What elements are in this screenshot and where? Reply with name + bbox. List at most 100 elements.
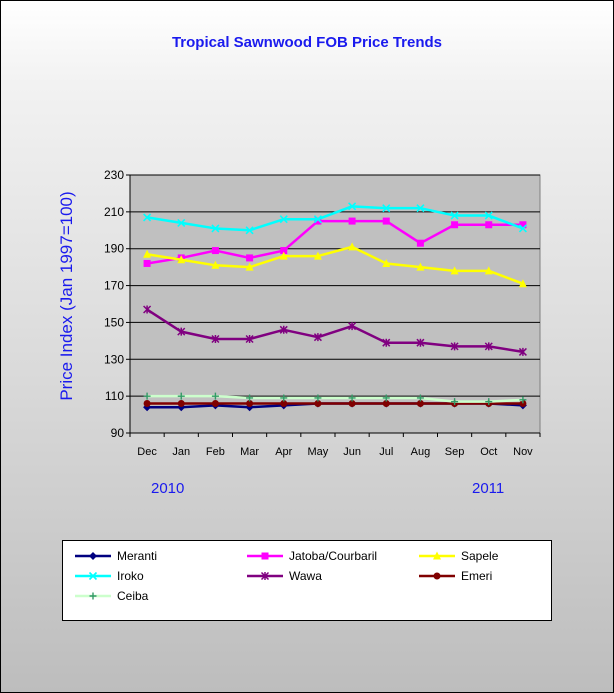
data-point-iroko [450, 211, 459, 220]
legend-label-wawa: Wawa [289, 569, 322, 583]
data-point-iroko [416, 204, 425, 213]
data-point-sapele [177, 255, 186, 264]
data-point-jatoba-courbaril [519, 221, 527, 229]
y-tick-label-110: 110 [105, 389, 124, 403]
data-point-sapele [518, 279, 527, 288]
data-point-wawa [245, 334, 254, 344]
data-point-ceiba [177, 392, 185, 400]
data-point-ceiba [382, 394, 390, 402]
legend-marker-wawa [260, 571, 270, 581]
data-point-emeri [314, 400, 322, 408]
legend-marker-emeri [433, 572, 441, 580]
legend-swatch-iroko [75, 571, 111, 581]
data-point-wawa [416, 338, 425, 347]
data-point-emeri [519, 400, 527, 408]
x-tick-label-may: May [308, 446, 329, 458]
data-point-wawa [382, 338, 391, 347]
data-point-jatoba-courbaril [382, 217, 390, 225]
x-tick-label-feb: Feb [206, 446, 225, 458]
y-tick-label-130: 130 [104, 352, 124, 366]
data-point-ceiba [519, 396, 527, 404]
data-point-ceiba [348, 394, 356, 402]
x-tick-label-mar: Mar [240, 446, 259, 458]
data-point-jatoba-courbaril [246, 254, 254, 262]
data-point-jatoba-courbaril [416, 239, 424, 247]
legend-swatch-meranti [75, 552, 111, 560]
legend-label-ceiba: Ceiba [117, 589, 149, 603]
series-line-ceiba [147, 394, 523, 403]
legend-swatch-wawa [247, 571, 283, 581]
legend-label-iroko: Iroko [117, 569, 144, 583]
data-point-ceiba [280, 394, 288, 402]
data-point-jatoba-courbaril [211, 247, 219, 255]
legend-swatch-emeri [419, 572, 455, 580]
data-point-ceiba [246, 394, 254, 402]
x-tick-label-aug: Aug [411, 446, 431, 458]
y-tick-label-90: 90 [111, 426, 125, 440]
data-point-iroko [279, 215, 288, 224]
data-point-wawa [484, 342, 493, 351]
series-wawa [143, 305, 527, 356]
legend-marker-ceiba [89, 592, 97, 600]
data-point-ceiba [314, 394, 322, 402]
data-point-iroko [313, 215, 322, 224]
data-point-iroko [518, 224, 527, 233]
series-line-wawa [146, 308, 524, 354]
legend-marker-iroko [88, 571, 98, 581]
legend-item-ceiba: Ceiba [73, 587, 148, 605]
data-point-emeri [416, 400, 424, 408]
legend-item-wawa: Wawa [245, 567, 322, 585]
x-tick-label-oct: Oct [480, 446, 497, 458]
legend-swatch-sapele [419, 551, 455, 560]
legend-item-sapele: Sapele [417, 547, 498, 565]
data-point-iroko [484, 211, 493, 220]
data-point-sapele [313, 251, 322, 260]
data-point-jatoba-courbaril [314, 217, 322, 225]
data-point-iroko [348, 202, 357, 211]
legend-marker-sapele [433, 551, 441, 560]
x-tick-label-jan: Jan [172, 446, 190, 458]
data-point-sapele [348, 242, 357, 251]
x-tick-label-jun: Jun [343, 446, 361, 458]
legend-label-meranti: Meranti [117, 549, 158, 563]
data-point-wawa [450, 342, 459, 351]
data-point-jatoba-courbaril [348, 217, 356, 225]
series-line-jatoba-courbaril [146, 219, 523, 265]
legend-marker-meranti [89, 552, 97, 560]
series-ceiba [143, 392, 527, 406]
x-tick-label-sep: Sep [445, 446, 465, 458]
data-point-wawa [348, 322, 357, 331]
data-point-iroko [382, 204, 391, 213]
chart-title: Tropical Sawnwood FOB Price Trends [171, 34, 443, 51]
data-point-emeri [246, 400, 254, 408]
data-point-iroko [245, 226, 254, 235]
data-point-wawa [211, 334, 220, 344]
y-tick-label-210: 210 [104, 205, 124, 219]
data-point-wawa [313, 333, 322, 342]
data-point-emeri [348, 400, 356, 408]
data-point-sapele [450, 266, 459, 275]
data-point-wawa [177, 327, 186, 336]
legend-label-sapele: Sapele [461, 549, 499, 563]
data-point-sapele [279, 251, 288, 260]
year-label-2011: 2011 [472, 480, 505, 497]
year-label-2010: 2010 [151, 480, 185, 497]
series-iroko [143, 202, 527, 235]
y-tick-label-150: 150 [104, 315, 124, 329]
data-point-jatoba-courbaril [280, 247, 288, 255]
data-point-jatoba-courbaril [143, 259, 151, 267]
x-tick-label-apr: Apr [275, 446, 292, 458]
data-point-jatoba-courbaril [451, 221, 459, 229]
legend-item-jatoba-courbaril: Jatoba/Courbaril [245, 547, 377, 565]
data-point-wawa [518, 347, 527, 356]
legend-item-emeri: Emeri [417, 567, 492, 585]
data-point-sapele [382, 258, 391, 267]
data-point-iroko [177, 218, 186, 227]
y-tick-label-230: 230 [104, 168, 124, 182]
series-sapele [143, 242, 527, 288]
data-point-emeri [280, 400, 288, 408]
data-point-emeri [382, 400, 390, 408]
x-tick-label-dec: Dec [137, 446, 157, 458]
data-point-sapele [211, 260, 220, 269]
